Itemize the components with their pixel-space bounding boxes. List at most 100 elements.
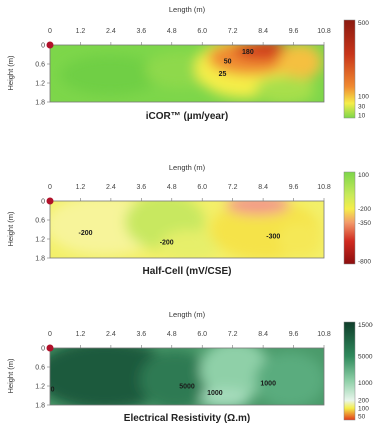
- colorbar-label: 100: [358, 406, 369, 413]
- contour-label: -300: [266, 233, 280, 240]
- xlabel-3: Length (m): [169, 310, 206, 319]
- colorbar-label: 30: [358, 104, 366, 111]
- x-tick-label: 10.8: [317, 184, 331, 191]
- y-ticks-3: 0 0.6 1.2 1.8: [35, 346, 50, 410]
- colorbar-label: -200: [358, 206, 371, 213]
- x-tick-label: 6.0: [197, 28, 207, 35]
- y-tick-label: 0: [41, 346, 45, 353]
- origin-marker-icon: [46, 197, 54, 205]
- contour-label: 180: [242, 49, 254, 56]
- x-tick-label: 7.2: [228, 331, 238, 338]
- y-tick-label: 0.6: [35, 62, 45, 69]
- x-tick-label: 3.6: [136, 184, 146, 191]
- x-tick-label: 8.4: [258, 184, 268, 191]
- colorbar-label: 200: [358, 398, 369, 405]
- ylabel-3: Height (m): [6, 358, 15, 394]
- colorbar-label: 15000: [358, 322, 373, 329]
- x-tick-label: 1.2: [76, 331, 86, 338]
- title-1: iCOR™ (µm/year): [146, 111, 228, 122]
- colorbar-label: 5000: [358, 354, 373, 361]
- colorbar-label: 100: [358, 94, 369, 101]
- x-tick-label: 4.8: [167, 184, 177, 191]
- x-tick-label: 6.0: [197, 331, 207, 338]
- contour-label: 0: [51, 387, 55, 394]
- y-tick-label: 1.8: [35, 256, 45, 263]
- x-tick-label: 1.2: [76, 184, 86, 191]
- x-tick-label: 6.0: [197, 184, 207, 191]
- x-tick-label: 10.8: [317, 331, 331, 338]
- colorbar-label: 10: [358, 112, 366, 119]
- contour-labels-1: 180 50 25: [219, 49, 254, 78]
- x-tick-label: 2.4: [106, 184, 116, 191]
- field-halfcell: [50, 201, 324, 258]
- contour-label: 5000: [179, 384, 195, 391]
- x-tick-label: 3.6: [136, 331, 146, 338]
- x-tick-label: 4.8: [167, 331, 177, 338]
- y-tick-label: 0: [41, 43, 45, 50]
- ylabel-2: Height (m): [6, 211, 15, 247]
- contour-label: 1000: [207, 390, 223, 397]
- y-tick-label: 1.8: [35, 100, 45, 107]
- colorbar-label: -800: [358, 259, 371, 266]
- xlabel-1: Length (m): [169, 5, 206, 14]
- panel-halfcell: Length (m) 0 1.2 2.4 3.6 4.8 6.0 7.2 8.4 9.6 10.8…: [6, 163, 371, 277]
- contour-label: -200: [160, 240, 174, 247]
- x-tick-label: 9.6: [289, 184, 299, 191]
- y-ticks-1: 0 0.6 1.2 1.8: [35, 43, 50, 107]
- x-tick-label: 1.2: [76, 28, 86, 35]
- colorbar-label: 1000: [358, 380, 373, 387]
- x-tick-label: 4.8: [167, 28, 177, 35]
- x-tick-label: 0: [48, 331, 52, 338]
- x-tick-label: 0: [48, 184, 52, 191]
- y-tick-label: 1.8: [35, 403, 45, 410]
- field-icor: [50, 45, 324, 102]
- x-tick-label: 7.2: [228, 28, 238, 35]
- colorbar-labels-2: 100 -200 -350 -800: [358, 172, 371, 265]
- x-tick-label: 9.6: [289, 331, 299, 338]
- ylabel-1: Height (m): [6, 55, 15, 91]
- colorbar-label: -350: [358, 220, 371, 227]
- panel-resistivity: Length (m) 0 1.2 2.4 3.6 4.8 6.0 7.2 8.4 9.6 10.8…: [6, 310, 373, 424]
- colorbar-3: [343, 321, 356, 421]
- contour-label: 25: [219, 71, 227, 78]
- x-tick-label: 9.6: [289, 28, 299, 35]
- origin-marker-icon: [46, 344, 54, 352]
- x-tick-label: 0: [48, 28, 52, 35]
- x-ticks-2: 0 1.2 2.4 3.6 4.8 6.0 7.2 8.4 9.6 10.8: [48, 184, 331, 201]
- x-tick-label: 8.4: [258, 28, 268, 35]
- x-tick-label: 7.2: [228, 184, 238, 191]
- x-tick-label: 2.4: [106, 28, 116, 35]
- contour-label: 1000: [260, 380, 276, 387]
- origin-marker-icon: [46, 41, 54, 49]
- y-tick-label: 1.2: [35, 237, 45, 244]
- y-tick-label: 0: [41, 199, 45, 206]
- title-3: Electrical Resistivity (Ω.m): [124, 413, 250, 424]
- x-tick-label: 8.4: [258, 331, 268, 338]
- contour-label: -200: [79, 230, 93, 237]
- x-tick-label: 10.8: [317, 28, 331, 35]
- y-tick-label: 1.2: [35, 384, 45, 391]
- contour-label: 50: [224, 58, 232, 65]
- colorbar-1: [343, 19, 356, 119]
- x-ticks-1: 0 1.2 2.4 3.6 4.8 6.0 7.2 8.4 9.6 10.8: [48, 28, 331, 45]
- colorbar-label: 100: [358, 172, 369, 179]
- xlabel-2: Length (m): [169, 163, 206, 172]
- x-ticks-3: 0 1.2 2.4 3.6 4.8 6.0 7.2 8.4 9.6 10.8: [48, 331, 331, 348]
- y-tick-label: 0.6: [35, 365, 45, 372]
- y-tick-label: 1.2: [35, 81, 45, 88]
- colorbar-label: 500: [358, 20, 369, 27]
- colorbar-label: 50: [358, 413, 366, 420]
- x-tick-label: 3.6: [136, 28, 146, 35]
- field-resistivity: [50, 348, 324, 405]
- contour-labels-3: 5000 1000 1000 0: [51, 380, 276, 397]
- colorbar-2: [343, 171, 356, 265]
- contour-labels-2: -200 -200 -300: [79, 230, 281, 247]
- x-tick-label: 2.4: [106, 331, 116, 338]
- y-ticks-2: 0 0.6 1.2 1.8: [35, 199, 50, 263]
- panel-icor: Length (m) 0 1.2 2.4 3.6 4.8 6.0 7.2 8.4 9.6 10.8…: [6, 5, 369, 122]
- y-tick-label: 0.6: [35, 218, 45, 225]
- title-2: Half-Cell (mV/CSE): [143, 266, 232, 277]
